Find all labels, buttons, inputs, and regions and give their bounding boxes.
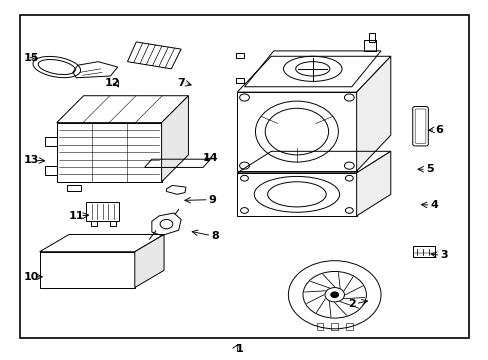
Text: 10: 10	[23, 272, 39, 282]
Bar	[316, 323, 323, 330]
Text: 8: 8	[211, 231, 219, 240]
Bar	[66, 185, 81, 192]
Bar	[44, 137, 57, 146]
Text: 14: 14	[202, 153, 218, 163]
Polygon shape	[135, 234, 163, 288]
Bar	[330, 323, 337, 330]
Polygon shape	[356, 151, 390, 216]
Polygon shape	[161, 96, 188, 182]
Text: 13: 13	[23, 155, 39, 165]
Bar	[110, 221, 116, 226]
Text: 1: 1	[235, 343, 243, 354]
Text: 11: 11	[68, 211, 84, 221]
Circle shape	[330, 292, 338, 298]
Text: 6: 6	[435, 125, 443, 135]
Text: 9: 9	[208, 195, 216, 205]
Bar	[91, 221, 97, 226]
Bar	[86, 202, 119, 221]
Polygon shape	[356, 56, 390, 171]
Text: 3: 3	[440, 250, 447, 260]
Bar	[363, 40, 375, 51]
Bar	[235, 78, 244, 83]
Bar	[412, 246, 434, 257]
Text: 7: 7	[177, 78, 184, 88]
Bar	[44, 166, 57, 175]
Text: 2: 2	[347, 299, 355, 309]
Bar	[345, 323, 352, 330]
Bar	[368, 33, 374, 42]
Bar	[235, 53, 244, 58]
Text: 12: 12	[105, 78, 121, 88]
Text: 4: 4	[430, 200, 438, 210]
Text: 5: 5	[425, 164, 433, 174]
Text: 15: 15	[23, 53, 39, 63]
